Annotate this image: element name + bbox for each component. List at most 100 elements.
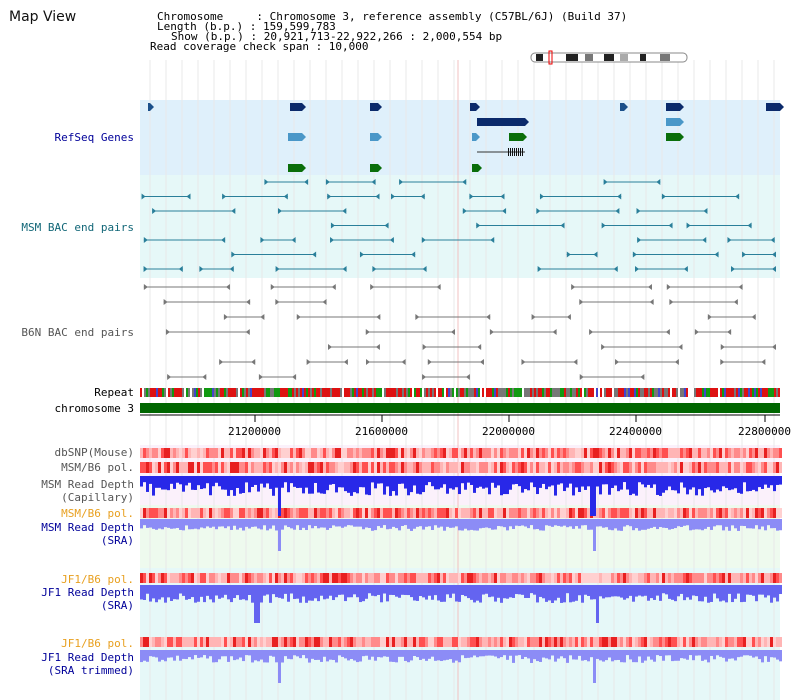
read-depth-bar — [749, 585, 752, 595]
polymorphism-cell — [593, 637, 596, 647]
repeat-element — [418, 388, 420, 397]
read-depth-bar — [179, 476, 182, 485]
read-depth-bar — [575, 585, 578, 601]
read-depth-bar — [185, 476, 188, 486]
repeat-element — [368, 388, 370, 397]
msm-bac-pair-end — [399, 179, 404, 185]
read-depth-bar — [758, 476, 761, 488]
repeat-element — [708, 388, 710, 397]
polymorphism-cell — [590, 637, 593, 647]
read-depth-bar — [632, 585, 635, 602]
read-depth-bar — [371, 476, 374, 483]
read-depth-bar — [584, 519, 587, 526]
polymorphism-cell — [485, 637, 488, 647]
polymorphism-cell — [503, 448, 506, 458]
gene-exon — [510, 148, 511, 156]
polymorphism-cell — [242, 637, 245, 647]
read-depth-bar — [326, 585, 329, 599]
polymorphism-cell — [200, 573, 203, 583]
polymorphism-cell — [653, 448, 656, 458]
repeat-element — [672, 388, 674, 397]
polymorphism-cell — [722, 448, 725, 458]
polymorphism-cell — [212, 573, 215, 583]
gene-exon — [516, 148, 517, 156]
polymorphism-cell — [428, 573, 431, 583]
polymorphism-cell — [464, 637, 467, 647]
read-depth-bar — [608, 476, 611, 495]
gene-block — [666, 118, 680, 126]
read-depth-bar — [485, 650, 488, 656]
b6n-bac-pair-end — [579, 299, 584, 305]
polymorphism-cell — [677, 508, 680, 518]
polymorphism-cell — [509, 448, 512, 458]
read-depth-bar — [380, 585, 383, 603]
repeat-element — [400, 388, 402, 397]
polymorphism-cell — [275, 448, 278, 458]
b6n-bac-pair-end — [589, 329, 594, 335]
read-depth-bar — [737, 476, 740, 493]
polymorphism-cell — [395, 508, 398, 518]
repeat-element — [538, 388, 540, 397]
polymorphism-cell — [422, 508, 425, 518]
polymorphism-cell — [194, 508, 197, 518]
read-depth-bar — [173, 519, 176, 529]
msm-sra-sublabel: (SRA) — [100, 534, 134, 547]
read-depth-bar — [317, 476, 320, 493]
polymorphism-cell — [227, 637, 230, 647]
read-depth-bar — [212, 476, 215, 487]
repeat-element — [726, 388, 728, 397]
polymorphism-cell — [152, 448, 155, 458]
polymorphism-cell — [239, 637, 242, 647]
polymorphism-cell — [764, 508, 767, 518]
repeat-element — [482, 388, 484, 397]
polymorphism-cell — [737, 573, 740, 583]
polymorphism-cell — [455, 573, 458, 583]
polymorphism-cell — [290, 448, 293, 458]
polymorphism-cell — [473, 573, 476, 583]
read-depth-bar — [230, 585, 233, 603]
read-depth-bar — [452, 585, 455, 594]
polymorphism-cell — [146, 573, 149, 583]
read-depth-bar — [698, 585, 701, 602]
repeat-element — [242, 388, 244, 397]
polymorphism-cell — [263, 573, 266, 583]
polymorphism-cell — [428, 462, 431, 473]
polymorphism-cell — [458, 637, 461, 647]
read-depth-bar — [653, 476, 656, 485]
polymorphism-cell — [461, 573, 464, 583]
read-depth-bar — [143, 519, 146, 526]
polymorphism-cell — [149, 508, 152, 518]
polymorphism-cell — [773, 508, 776, 518]
read-depth-bar — [368, 476, 371, 496]
repeat-element — [558, 388, 560, 397]
b6n-bac-pair-end — [163, 299, 168, 305]
polymorphism-cell — [452, 462, 455, 473]
polymorphism-cell — [716, 573, 719, 583]
repeat-element — [206, 388, 208, 397]
msm-bac-pair-end — [703, 208, 708, 214]
polymorphism-cell — [458, 462, 461, 473]
polymorphism-cell — [608, 448, 611, 458]
polymorphism-cell — [701, 462, 704, 473]
repeat-element — [434, 388, 436, 397]
read-depth-bar — [548, 585, 551, 601]
repeat-element — [712, 388, 714, 397]
gene-strand-arrow — [525, 118, 529, 126]
polymorphism-cell — [587, 573, 590, 583]
polymorphism-cell — [239, 508, 242, 518]
polymorphism-cell — [566, 508, 569, 518]
read-depth-bar — [317, 650, 320, 660]
read-depth-bar — [182, 519, 185, 531]
polymorphism-cell — [221, 508, 224, 518]
repeat-element — [312, 388, 314, 397]
polymorphism-cell — [659, 462, 662, 473]
polymorphism-cell — [446, 637, 449, 647]
polymorphism-cell — [425, 573, 428, 583]
polymorphism-cell — [752, 448, 755, 458]
polymorphism-cell — [755, 462, 758, 473]
read-depth-bar — [140, 585, 143, 600]
polymorphism-cell — [266, 637, 269, 647]
polymorphism-cell — [518, 508, 521, 518]
repeat-element — [188, 388, 190, 397]
